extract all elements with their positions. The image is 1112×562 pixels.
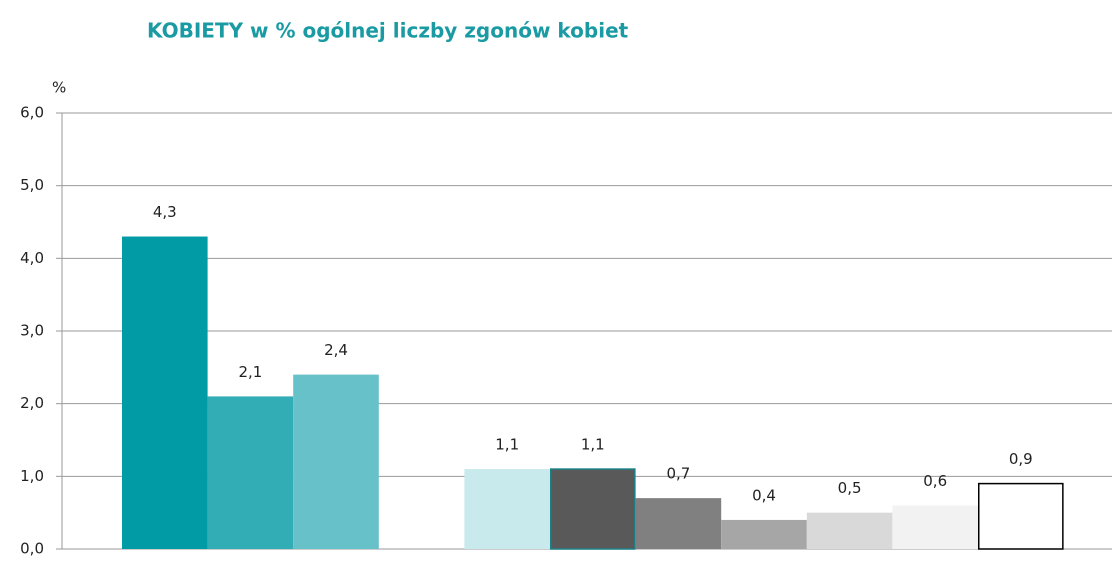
bar (978, 482, 1064, 550)
y-tick-label: 0,0 (20, 540, 44, 558)
bar (207, 396, 294, 549)
y-axis-label: % (52, 79, 66, 97)
data-label: 0,9 (1009, 450, 1033, 468)
y-tick-label: 3,0 (20, 322, 44, 340)
data-label: 0,7 (666, 465, 690, 483)
data-label: 2,1 (238, 363, 262, 381)
bar (806, 512, 893, 549)
y-tick-label: 5,0 (20, 176, 44, 194)
data-label: 4,3 (153, 203, 177, 221)
y-tick-label: 6,0 (20, 104, 44, 122)
bar (122, 236, 208, 550)
data-label: 0,6 (923, 472, 947, 490)
bar (550, 468, 636, 550)
y-tick-label: 4,0 (20, 249, 44, 267)
data-label: 0,4 (752, 486, 776, 504)
chart-title: KOBIETY w % ogólnej liczby zgonów kobiet (147, 19, 629, 43)
y-tick-label: 1,0 (20, 467, 44, 485)
bar (721, 519, 807, 549)
data-label: 0,5 (838, 479, 862, 497)
data-label: 1,1 (581, 436, 605, 454)
bar (635, 498, 722, 549)
y-tick-label: 2,0 (20, 394, 44, 412)
bar (464, 469, 550, 549)
data-label: 2,4 (324, 341, 348, 359)
data-label: 1,1 (495, 436, 519, 454)
bar (293, 374, 379, 549)
bar (892, 505, 978, 549)
